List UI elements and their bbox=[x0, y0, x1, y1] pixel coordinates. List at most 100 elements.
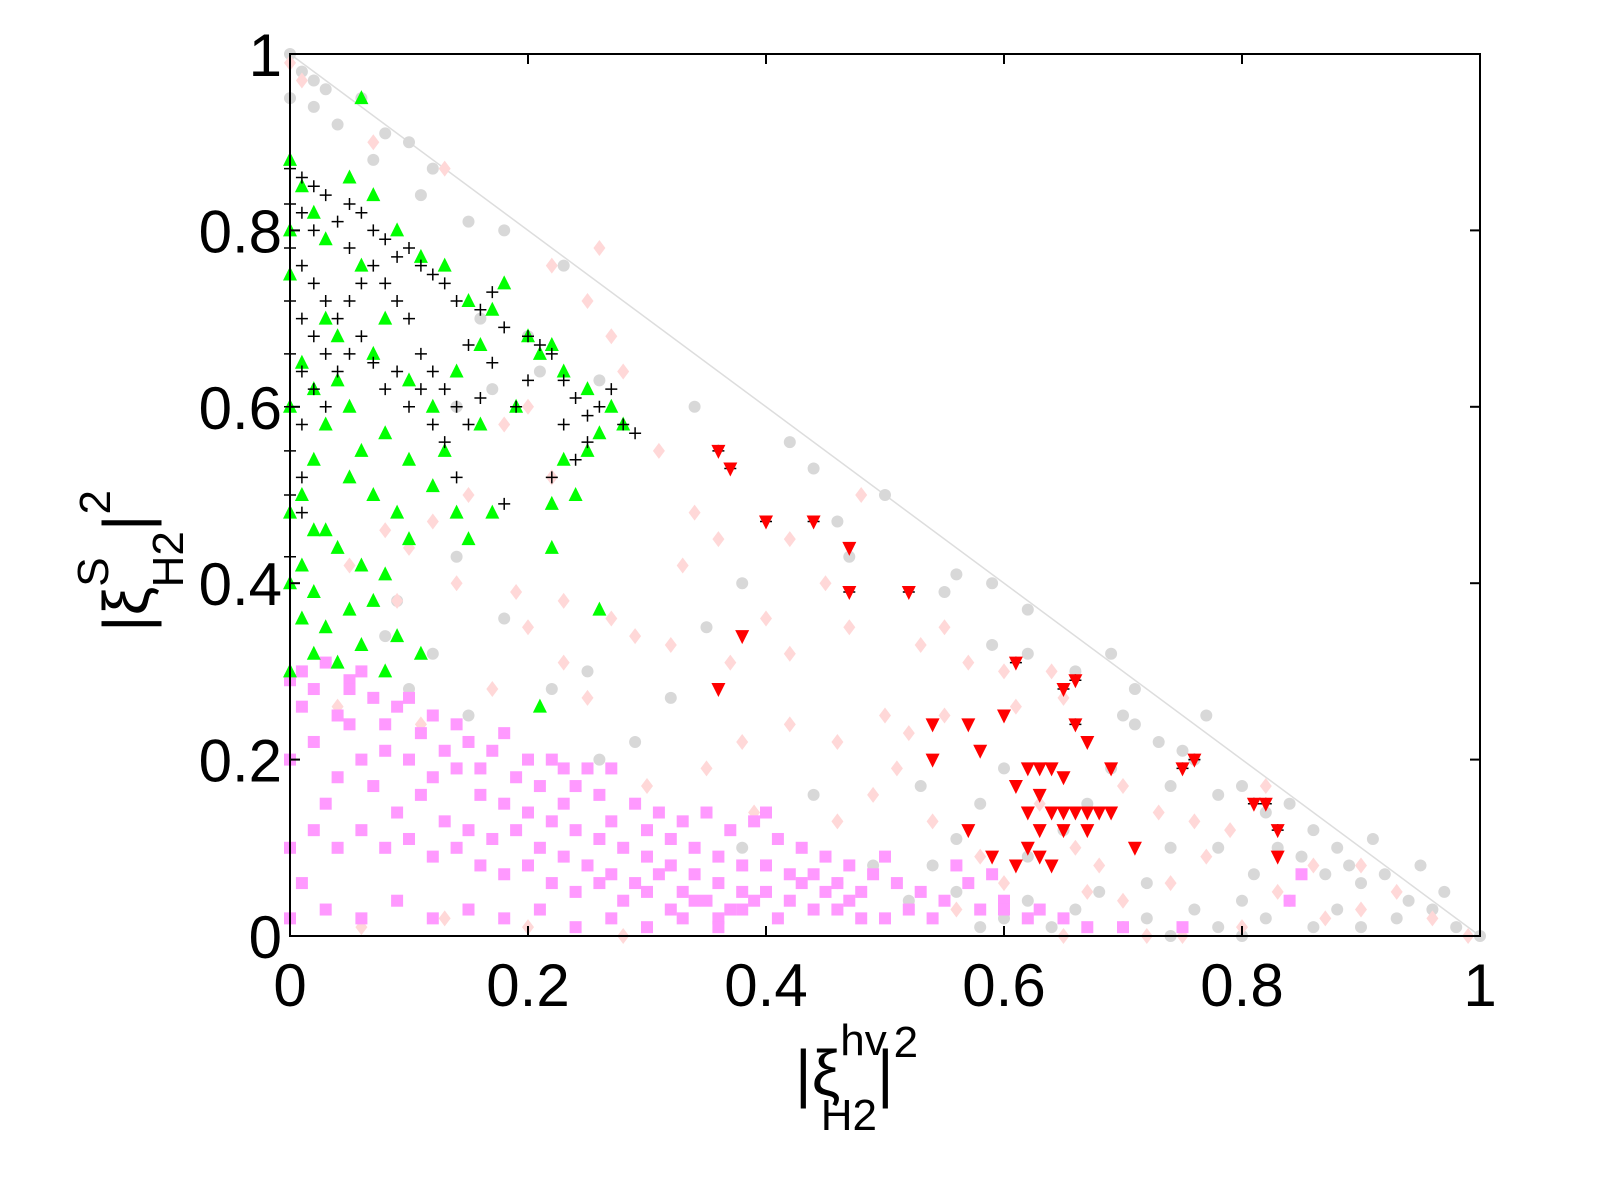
data-point-square bbox=[1081, 921, 1094, 934]
data-point-plus bbox=[343, 197, 356, 210]
data-point-square bbox=[712, 850, 725, 863]
data-point-circle bbox=[1021, 850, 1034, 863]
data-point-diamond bbox=[557, 592, 570, 609]
data-point-diamond bbox=[581, 292, 594, 309]
data-point-triangle-up bbox=[366, 592, 381, 607]
data-point-square bbox=[367, 691, 380, 704]
data-point-triangle-up bbox=[354, 442, 369, 457]
data-point-triangle-up bbox=[306, 584, 321, 599]
data-point-diamond bbox=[1164, 875, 1177, 892]
data-point-plus bbox=[355, 206, 368, 219]
data-point-diamond bbox=[1093, 857, 1106, 874]
data-point-diamond bbox=[783, 531, 796, 548]
data-point-plus bbox=[295, 171, 308, 184]
data-point-diamond bbox=[1117, 892, 1129, 909]
data-point-circle bbox=[1236, 894, 1248, 907]
data-point-circle bbox=[1259, 806, 1272, 819]
data-point-circle bbox=[950, 832, 963, 845]
data-point-square bbox=[581, 859, 594, 872]
data-point-plus bbox=[426, 418, 439, 431]
data-point-triangle-up bbox=[473, 416, 488, 431]
data-point-circle bbox=[379, 630, 392, 643]
data-point-plus bbox=[343, 294, 356, 307]
data-point-circle bbox=[1128, 718, 1141, 731]
data-point-circle bbox=[1259, 912, 1272, 925]
data-point-circle bbox=[593, 374, 606, 387]
data-point-square bbox=[414, 788, 427, 801]
data-point-plus bbox=[426, 365, 439, 378]
data-point-circle bbox=[1212, 788, 1225, 801]
axis-ticks bbox=[289, 53, 1481, 937]
data-point-triangle-up bbox=[330, 539, 345, 554]
data-point-circle bbox=[307, 100, 320, 113]
data-point-triangle-up bbox=[592, 601, 607, 616]
data-point-square bbox=[652, 806, 665, 819]
data-point-triangle-down bbox=[1056, 806, 1071, 821]
data-point-triangle-up bbox=[390, 222, 405, 237]
data-point-circle bbox=[1164, 780, 1177, 793]
data-point-diamond bbox=[962, 654, 975, 671]
data-point-square bbox=[1283, 894, 1296, 907]
data-point-diamond bbox=[295, 72, 308, 89]
data-point-triangle-down bbox=[806, 515, 821, 530]
data-point-square bbox=[462, 824, 475, 837]
data-point-plus bbox=[581, 436, 594, 449]
data-point-circle bbox=[1331, 903, 1344, 916]
data-point-circle bbox=[1307, 824, 1320, 837]
data-point-square bbox=[664, 859, 677, 872]
data-point-circle bbox=[498, 612, 511, 625]
data-point-triangle-up bbox=[294, 610, 309, 625]
data-point-plus bbox=[522, 330, 534, 343]
data-point-plus bbox=[379, 233, 392, 246]
data-point-triangle-down bbox=[985, 850, 1000, 865]
data-point-square bbox=[533, 903, 546, 916]
data-point-diamond bbox=[438, 910, 451, 927]
data-point-plus bbox=[498, 321, 511, 334]
data-point-plus bbox=[545, 471, 558, 484]
data-point-diamond bbox=[557, 654, 570, 671]
x-tick-label: 0.8 bbox=[1200, 952, 1283, 1019]
data-point-triangle-up bbox=[580, 381, 595, 396]
data-point-circle bbox=[450, 550, 463, 563]
data-point-circle bbox=[331, 118, 344, 131]
data-point-plus bbox=[581, 409, 594, 422]
data-point-triangle-down bbox=[1068, 718, 1083, 733]
data-point-circle bbox=[1021, 894, 1034, 907]
data-point-plus bbox=[307, 330, 320, 343]
data-point-plus bbox=[331, 215, 344, 228]
data-point-plus bbox=[295, 365, 308, 378]
data-point-plus bbox=[391, 365, 404, 378]
data-point-square bbox=[843, 894, 856, 907]
data-point-square bbox=[438, 815, 451, 828]
data-point-circle bbox=[1343, 859, 1356, 872]
data-point-triangle-down bbox=[1044, 859, 1059, 874]
y-tick-label: 0 bbox=[249, 904, 282, 971]
x-axis-label-sub: H2 bbox=[821, 1091, 877, 1140]
data-point-square bbox=[771, 912, 784, 925]
data-point-square bbox=[391, 806, 404, 819]
data-point-circle bbox=[533, 365, 546, 378]
data-point-triangle-down bbox=[1080, 735, 1095, 750]
data-point-square bbox=[426, 850, 439, 863]
data-point-circle bbox=[986, 638, 999, 651]
data-point-plus bbox=[438, 383, 451, 396]
data-point-plus bbox=[403, 242, 415, 255]
data-point-diamond bbox=[1057, 689, 1070, 706]
data-point-square bbox=[295, 700, 308, 713]
data-point-triangle-up bbox=[294, 487, 309, 501]
data-point-square bbox=[879, 912, 891, 925]
data-point-circle bbox=[1414, 859, 1427, 872]
data-point-diamond bbox=[1259, 778, 1272, 795]
data-point-triangle-up bbox=[318, 522, 333, 537]
data-point-plus bbox=[414, 383, 427, 396]
data-point-circle bbox=[1450, 921, 1463, 934]
data-point-triangle-up bbox=[544, 539, 559, 554]
data-point-plus bbox=[379, 383, 392, 396]
data-point-diamond bbox=[510, 584, 523, 601]
data-point-plus bbox=[307, 277, 320, 290]
data-point-triangle-down bbox=[1068, 674, 1083, 689]
data-point-triangle-up bbox=[437, 442, 452, 457]
data-point-square bbox=[652, 868, 665, 881]
data-point-diamond bbox=[379, 522, 392, 539]
data-point-circle bbox=[1247, 868, 1260, 881]
